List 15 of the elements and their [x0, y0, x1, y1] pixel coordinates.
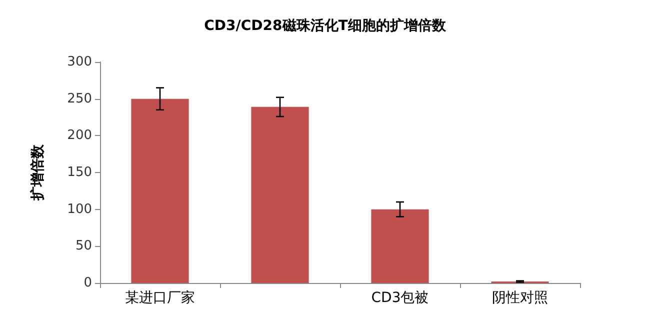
y-tick-label: 200 [67, 128, 92, 144]
y-tick-label: 250 [67, 91, 92, 106]
y-tick-label: 150 [67, 165, 92, 180]
y-tick-label: 300 [67, 54, 92, 70]
x-tick-label: CD3包被 [371, 290, 429, 306]
y-tick-label: 0 [84, 276, 92, 290]
x-tick-label: 阴性对照 [492, 290, 548, 306]
bar [131, 98, 189, 283]
y-tick-label: 50 [75, 238, 92, 254]
bar [251, 106, 309, 283]
bar [371, 209, 429, 283]
y-tick-label: 100 [67, 202, 92, 217]
y-axis-title: 扩增倍数 [29, 144, 46, 202]
chart-title: CD3/CD28磁珠活化T细胞的扩增倍数 [204, 17, 447, 34]
x-tick-label: 某进口厂家 [125, 290, 195, 306]
